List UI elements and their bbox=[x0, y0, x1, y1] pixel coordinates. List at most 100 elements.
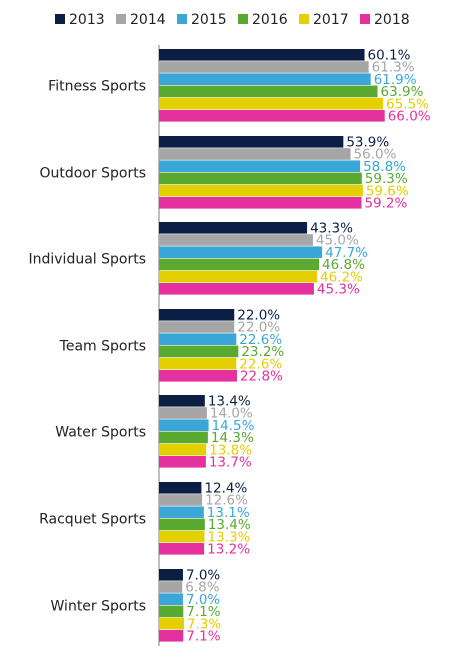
legend-label-2015: 2015 bbox=[191, 12, 227, 28]
data-label-individual-sports-2013: 43.3% bbox=[310, 221, 353, 237]
data-label-fitness-sports-2016: 63.9% bbox=[381, 84, 424, 100]
legend-swatch-2016 bbox=[238, 14, 248, 24]
bar-racquet-sports-2015 bbox=[159, 506, 204, 518]
data-label-team-sports-2016: 23.2% bbox=[241, 344, 284, 360]
data-label-racquet-sports-2013: 12.4% bbox=[204, 481, 247, 497]
bar-individual-sports-2016 bbox=[159, 258, 320, 271]
category-label-winter-sports: Winter Sports bbox=[51, 599, 146, 615]
data-label-fitness-sports-2014: 61.3% bbox=[372, 60, 415, 76]
data-label-racquet-sports-2018: 13.2% bbox=[207, 542, 250, 558]
bar-team-sports-2015 bbox=[159, 333, 237, 345]
data-label-fitness-sports-2018: 66.0% bbox=[388, 109, 431, 125]
category-label-water-sports: Water Sports bbox=[55, 425, 146, 441]
data-label-individual-sports-2016: 46.8% bbox=[322, 257, 365, 273]
chart-legend: 2013 2014 2015 2016 2017 2018 bbox=[55, 12, 410, 28]
data-label-fitness-sports-2013: 60.1% bbox=[368, 48, 411, 64]
data-label-outdoor-sports-2015: 58.8% bbox=[363, 159, 406, 175]
data-label-racquet-sports-2016: 13.4% bbox=[208, 517, 251, 533]
data-label-racquet-sports-2017: 13.3% bbox=[207, 529, 250, 545]
bar-team-sports-2017 bbox=[159, 357, 237, 370]
bar-winter-sports-2016 bbox=[159, 605, 184, 618]
data-label-fitness-sports-2017: 65.5% bbox=[386, 96, 429, 112]
bar-winter-sports-2018 bbox=[159, 630, 184, 642]
legend-label-2016: 2016 bbox=[252, 12, 288, 28]
legend-label-2014: 2014 bbox=[130, 12, 166, 28]
bar-fitness-sports-2015 bbox=[159, 73, 371, 85]
legend-swatch-2014 bbox=[116, 14, 126, 24]
data-label-individual-sports-2017: 46.2% bbox=[320, 269, 363, 285]
bar-outdoor-sports-2017 bbox=[159, 184, 363, 197]
bar-winter-sports-2013 bbox=[159, 569, 183, 581]
bar-racquet-sports-2013 bbox=[159, 482, 202, 494]
bar-winter-sports-2015 bbox=[159, 593, 183, 605]
legend-swatch-2017 bbox=[299, 14, 309, 24]
bar-outdoor-sports-2016 bbox=[159, 172, 362, 185]
data-label-outdoor-sports-2014: 56.0% bbox=[354, 147, 397, 163]
legend-swatch-2018 bbox=[360, 14, 370, 24]
bar-water-sports-2013 bbox=[159, 395, 205, 407]
bar-fitness-sports-2018 bbox=[159, 110, 385, 122]
data-label-individual-sports-2014: 45.0% bbox=[316, 233, 359, 249]
bar-individual-sports-2013 bbox=[159, 222, 308, 234]
bar-water-sports-2016 bbox=[159, 431, 208, 444]
data-label-water-sports-2015: 14.5% bbox=[212, 418, 255, 434]
data-label-outdoor-sports-2013: 53.9% bbox=[346, 135, 389, 151]
data-label-winter-sports-2017: 7.3% bbox=[187, 616, 221, 632]
bar-water-sports-2014 bbox=[159, 407, 207, 419]
legend-label-2013: 2013 bbox=[69, 12, 105, 28]
bar-winter-sports-2014 bbox=[159, 581, 183, 593]
data-label-individual-sports-2018: 45.3% bbox=[317, 282, 360, 298]
plot-area: Fitness Sports60.1%61.3%61.9%63.9%65.5%6… bbox=[28, 45, 431, 646]
bar-racquet-sports-2016 bbox=[159, 518, 205, 531]
bar-fitness-sports-2016 bbox=[159, 85, 378, 98]
data-label-racquet-sports-2014: 12.6% bbox=[205, 493, 248, 509]
category-label-team-sports: Team Sports bbox=[59, 339, 146, 355]
bar-water-sports-2015 bbox=[159, 419, 209, 431]
data-label-team-sports-2013: 22.0% bbox=[237, 308, 280, 324]
bar-fitness-sports-2013 bbox=[159, 49, 365, 61]
data-label-water-sports-2016: 14.3% bbox=[211, 430, 254, 446]
data-label-water-sports-2013: 13.4% bbox=[208, 394, 251, 410]
bar-outdoor-sports-2015 bbox=[159, 160, 361, 172]
data-label-team-sports-2014: 22.0% bbox=[237, 320, 280, 336]
data-label-water-sports-2017: 13.8% bbox=[209, 442, 252, 458]
bar-fitness-sports-2014 bbox=[159, 61, 369, 73]
data-label-water-sports-2018: 13.7% bbox=[209, 455, 252, 471]
bar-outdoor-sports-2018 bbox=[159, 197, 362, 209]
data-label-team-sports-2017: 22.6% bbox=[239, 356, 282, 372]
legend-label-2018: 2018 bbox=[374, 12, 410, 28]
bar-outdoor-sports-2013 bbox=[159, 136, 344, 148]
data-label-water-sports-2014: 14.0% bbox=[210, 406, 253, 422]
data-label-fitness-sports-2015: 61.9% bbox=[374, 72, 417, 88]
bar-team-sports-2016 bbox=[159, 345, 239, 358]
bar-team-sports-2018 bbox=[159, 370, 237, 382]
legend-swatch-2013 bbox=[55, 14, 65, 24]
legend-label-2017: 2017 bbox=[313, 12, 349, 28]
data-label-winter-sports-2018: 7.1% bbox=[186, 629, 220, 645]
data-label-winter-sports-2016: 7.1% bbox=[186, 604, 220, 620]
legend-swatch-2015 bbox=[177, 14, 187, 24]
bar-outdoor-sports-2014 bbox=[159, 148, 351, 160]
bar-racquet-sports-2014 bbox=[159, 494, 203, 506]
bar-team-sports-2014 bbox=[159, 321, 235, 333]
data-label-outdoor-sports-2018: 59.2% bbox=[364, 196, 407, 212]
bar-winter-sports-2017 bbox=[159, 617, 184, 630]
bar-fitness-sports-2017 bbox=[159, 97, 384, 110]
bar-racquet-sports-2018 bbox=[159, 543, 205, 555]
bar-team-sports-2013 bbox=[159, 309, 235, 321]
data-label-winter-sports-2013: 7.0% bbox=[186, 568, 220, 584]
data-label-winter-sports-2015: 7.0% bbox=[186, 592, 220, 608]
data-label-racquet-sports-2015: 13.1% bbox=[207, 505, 250, 521]
bar-individual-sports-2018 bbox=[159, 283, 314, 295]
category-label-outdoor-sports: Outdoor Sports bbox=[40, 166, 146, 182]
bar-individual-sports-2017 bbox=[159, 270, 318, 283]
data-label-winter-sports-2014: 6.8% bbox=[185, 580, 219, 596]
data-label-outdoor-sports-2016: 59.3% bbox=[365, 171, 408, 187]
bar-water-sports-2018 bbox=[159, 456, 206, 468]
bar-racquet-sports-2017 bbox=[159, 530, 205, 543]
data-label-team-sports-2018: 22.8% bbox=[240, 369, 283, 385]
category-label-racquet-sports: Racquet Sports bbox=[39, 512, 146, 528]
bar-water-sports-2017 bbox=[159, 443, 207, 456]
bar-individual-sports-2014 bbox=[159, 234, 313, 246]
